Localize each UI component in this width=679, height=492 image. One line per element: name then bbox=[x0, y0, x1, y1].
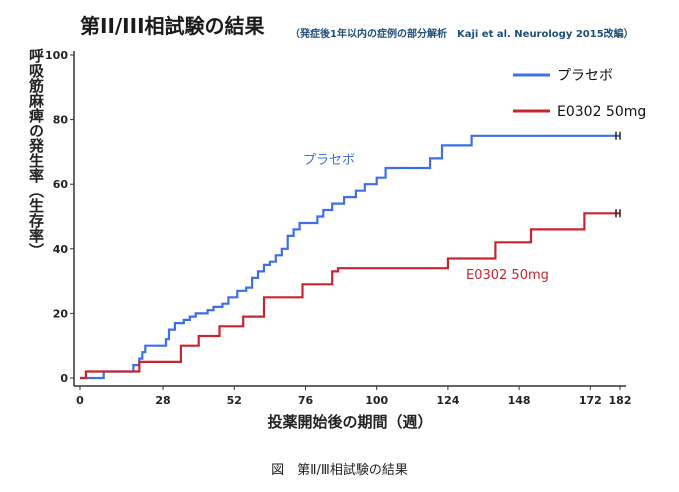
x-tick-label: 28 bbox=[155, 394, 170, 407]
y-tick-label: 80 bbox=[53, 114, 69, 127]
x-tick-label: 124 bbox=[436, 394, 459, 407]
y-tick-label: 40 bbox=[53, 243, 69, 256]
chart-legend: プラセボ E0302 50mg bbox=[513, 68, 646, 120]
figure-caption: 図 第Ⅱ/Ⅲ相試験の結果 bbox=[271, 463, 408, 478]
x-tick-label: 182 bbox=[609, 394, 632, 407]
y-tick-label: 60 bbox=[53, 178, 69, 191]
page-subtitle: （発症後1年以内の症例の部分解析 Kaji et al. Neurology 2… bbox=[290, 29, 634, 40]
page-title: 第II/III相試験の結果 bbox=[80, 14, 265, 38]
series-line-placebo bbox=[80, 134, 620, 380]
series-annotation: E0302 50mg bbox=[466, 268, 549, 283]
x-tick-label: 100 bbox=[365, 394, 388, 407]
y-tick-label: 0 bbox=[60, 372, 68, 385]
x-tick-label: 52 bbox=[227, 394, 242, 407]
series-line-e0302 bbox=[80, 212, 620, 380]
x-tick-label: 76 bbox=[298, 394, 314, 407]
chart-series bbox=[80, 131, 621, 380]
legend-label: E0302 50mg bbox=[557, 104, 646, 120]
y-tick-label: 100 bbox=[45, 49, 68, 62]
y-tick-label: 20 bbox=[53, 307, 69, 320]
x-tick-label: 172 bbox=[579, 394, 602, 407]
y-axis-label: 呼吸筋麻痺の発生率（生存率） bbox=[27, 48, 45, 258]
chart-axes: 0 20 40 60 80 100 0 28 52 76 100 124 148 172 182 bbox=[45, 49, 631, 407]
chart-annotations: プラセボ E0302 50mg bbox=[303, 153, 549, 283]
x-tick-label: 148 bbox=[508, 394, 531, 407]
x-tick-label: 0 bbox=[76, 394, 84, 407]
x-axis-label: 投薬開始後の期間（週） bbox=[267, 413, 432, 431]
legend-label: プラセボ bbox=[557, 68, 613, 84]
series-annotation: プラセボ bbox=[303, 153, 355, 168]
